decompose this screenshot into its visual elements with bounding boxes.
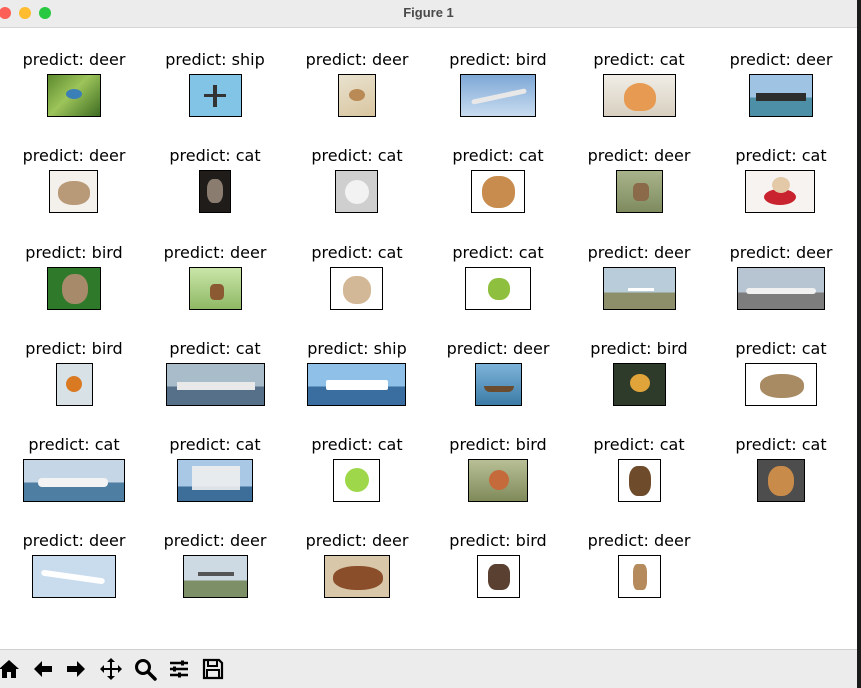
jet-airliner-photo [32, 555, 116, 598]
tree-frog-photo [465, 267, 531, 310]
pan-move-icon [100, 658, 122, 680]
airliner-photo [460, 74, 536, 117]
figure-canvas[interactable]: predict: deer predict: ship predict: dee… [0, 28, 857, 649]
subplot-title: predict: bird [449, 435, 547, 454]
subplot-title: predict: cat [735, 435, 827, 454]
small-plane-photo [603, 267, 676, 310]
forward-arrow-icon [67, 661, 85, 677]
navigation-toolbar [0, 649, 857, 688]
naval-ship-photo [166, 363, 265, 406]
close-window-button[interactable] [0, 7, 11, 19]
subplot-title: predict: deer [587, 146, 691, 165]
subplot-title: predict: cat [169, 339, 261, 358]
jet-in-flight-photo [183, 555, 248, 598]
home-button[interactable] [0, 654, 24, 684]
german-shepherd-photo [618, 459, 661, 502]
beagle-standing-photo [477, 555, 520, 598]
minimize-window-button[interactable] [19, 7, 31, 19]
configure-subplots-button[interactable] [164, 654, 194, 684]
subplot-title: predict: cat [735, 146, 827, 165]
tabby-kitten-photo [330, 267, 383, 310]
subplot-title: predict: deer [587, 243, 691, 262]
boat-photo [475, 363, 522, 406]
subplot-title: predict: bird [449, 531, 547, 550]
deer-photo [616, 170, 663, 213]
back-button[interactable] [28, 654, 58, 684]
subplot-title: predict: cat [311, 146, 403, 165]
window-edge [857, 0, 861, 688]
subplot-title: predict: cat [735, 339, 827, 358]
cat-face-photo [471, 170, 525, 213]
subplot-title: predict: cat [169, 146, 261, 165]
subplot-title: predict: cat [169, 435, 261, 454]
cargo-ship-photo [749, 74, 813, 117]
zoom-magnifier-icon [135, 659, 157, 681]
colorful-bird-photo [613, 363, 666, 406]
cat-white-photo [335, 170, 378, 213]
subplot-title: predict: bird [25, 339, 123, 358]
title-bar[interactable]: Figure 1 [0, 0, 857, 28]
stag-photo [189, 267, 242, 310]
fawn-photo [618, 555, 661, 598]
subplot-title: predict: cat [452, 146, 544, 165]
pan-button[interactable] [96, 654, 126, 684]
frog-photo [49, 170, 98, 213]
subplot-title: predict: deer [729, 50, 833, 69]
subplot-title: predict: cat [452, 243, 544, 262]
subplot-title: predict: cat [593, 435, 685, 454]
zoom-button[interactable] [130, 654, 160, 684]
tall-ship-photo [177, 459, 253, 502]
subplot-title: predict: deer [163, 243, 267, 262]
toad-photo [745, 363, 817, 406]
subplot-title: predict: cat [311, 435, 403, 454]
subplot-title: predict: cat [28, 435, 120, 454]
subplot-title: predict: deer [446, 339, 550, 358]
zoom-window-button[interactable] [39, 7, 51, 19]
cartoon-frog-photo [333, 459, 380, 502]
beagle-photo [757, 459, 805, 502]
subplot-title: predict: cat [593, 50, 685, 69]
kingfisher-photo [56, 363, 93, 406]
forward-button[interactable] [61, 654, 91, 684]
configure-subplots-icon [170, 660, 188, 678]
subplot-title: predict: deer [22, 531, 126, 550]
robin-photo [468, 459, 528, 502]
subplot-title: predict: deer [587, 531, 691, 550]
bird-in-flight-photo [338, 74, 376, 117]
subplot-title: predict: ship [165, 50, 265, 69]
subplot-title: predict: deer [22, 146, 126, 165]
subplot-title: predict: ship [307, 339, 407, 358]
cat-dark-photo [199, 170, 231, 213]
airliner-on-runway-photo [737, 267, 825, 310]
subplot-title: predict: deer [305, 531, 409, 550]
subplot-title: predict: deer [22, 50, 126, 69]
subplot-title: predict: cat [311, 243, 403, 262]
save-button[interactable] [198, 654, 228, 684]
window-title: Figure 1 [403, 5, 454, 20]
subplot-title: predict: bird [590, 339, 688, 358]
subplot-title: predict: bird [25, 243, 123, 262]
subplot-title: predict: deer [305, 50, 409, 69]
subplot-title: predict: bird [449, 50, 547, 69]
puppy-photo [47, 267, 101, 310]
home-icon [0, 660, 19, 678]
airplane-in-sky-photo [189, 74, 242, 117]
dogs-lying-photo [324, 555, 390, 598]
yacht-photo [23, 459, 125, 502]
bird-on-branch-photo [47, 74, 101, 117]
kitten-in-hat-photo [745, 170, 815, 213]
save-floppy-icon [202, 658, 224, 680]
subplot-title: predict: deer [729, 243, 833, 262]
kitten-photo [603, 74, 676, 117]
back-arrow-icon [34, 661, 52, 677]
subplot-title: predict: deer [163, 531, 267, 550]
ferry-photo [307, 363, 406, 406]
